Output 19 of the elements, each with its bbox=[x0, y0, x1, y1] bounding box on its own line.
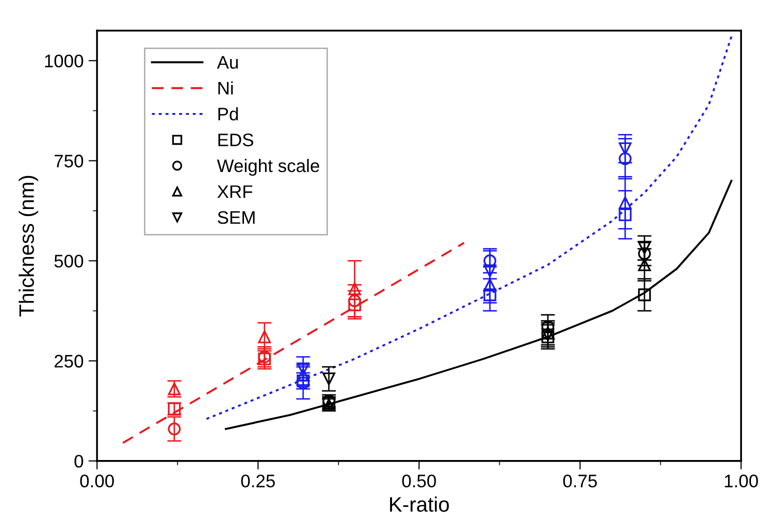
x-tick-label: 0.25 bbox=[241, 474, 275, 488]
legend-label: SEM bbox=[218, 211, 255, 224]
legend-label: Ni bbox=[218, 81, 233, 94]
x-tick-label: 0.75 bbox=[563, 474, 597, 488]
legend-label: XRF bbox=[217, 185, 252, 198]
legend-label: Au bbox=[216, 56, 238, 69]
x-tick-label: 0.50 bbox=[402, 474, 436, 488]
y-tick-label: 750 bbox=[54, 154, 84, 168]
y-axis-title: Thickness (nm) bbox=[18, 176, 38, 317]
y-tick-label: 250 bbox=[54, 354, 84, 368]
y-tick-label: 0 bbox=[74, 454, 84, 468]
legend-label: Weight scale bbox=[217, 158, 320, 176]
x-axis-title: K-ratio bbox=[390, 496, 449, 512]
x-tick-label: 0.00 bbox=[80, 474, 114, 488]
legend-label: Pd bbox=[218, 107, 238, 120]
legend-label: EDS bbox=[218, 134, 254, 146]
y-tick-label: 500 bbox=[54, 254, 84, 268]
x-tick-label: 1.00 bbox=[724, 474, 758, 488]
y-tick-label: 1000 bbox=[45, 54, 84, 68]
